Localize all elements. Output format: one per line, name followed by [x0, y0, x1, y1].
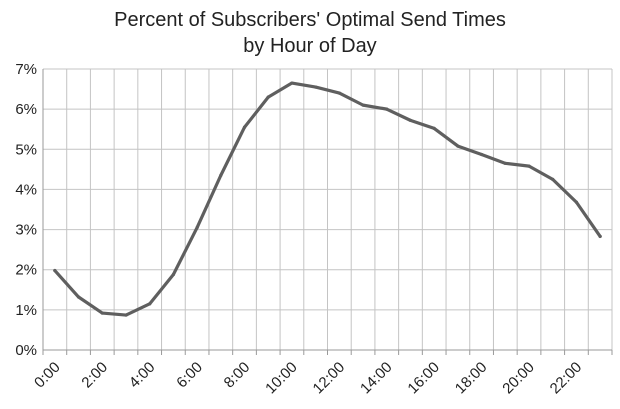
data-point [361, 103, 365, 107]
y-tick-label: 0% [15, 342, 37, 359]
x-tick-label: 10:00 [262, 359, 301, 398]
y-tick-label: 1% [15, 302, 37, 319]
chart-title-line-1: Percent of Subscribers' Optimal Send Tim… [114, 9, 506, 31]
x-tick-label: 20:00 [499, 359, 538, 398]
chart-title-line-2: by Hour of Day [243, 35, 376, 57]
data-point [503, 161, 507, 165]
y-tick-label: 6% [15, 101, 37, 118]
data-point [527, 164, 531, 168]
data-point [385, 107, 389, 111]
series-layer [53, 81, 602, 317]
x-tick-label: 16:00 [404, 359, 443, 398]
data-point [266, 95, 270, 99]
data-point [100, 311, 104, 315]
x-tick-label: 18:00 [452, 359, 491, 398]
y-tick-labels: 0% 1% 2% 3% 4% 5% 6% 7% [15, 61, 37, 359]
x-tick-label: 12:00 [310, 359, 349, 398]
data-point [456, 144, 460, 148]
grid-lines [43, 68, 613, 350]
x-tick-label: 6:00 [173, 359, 206, 392]
x-tick-label: 0:00 [31, 359, 64, 392]
data-point [598, 234, 602, 238]
data-point [171, 272, 175, 277]
x-tick-label: 8:00 [221, 359, 254, 392]
data-point [574, 200, 579, 204]
y-tick-label: 4% [15, 181, 37, 198]
data-point [124, 313, 128, 317]
data-point [551, 177, 555, 181]
data-point [53, 268, 57, 273]
x-tick-label: 14:00 [357, 359, 396, 398]
data-point [290, 81, 294, 85]
data-point [337, 91, 341, 95]
y-tick-label: 7% [15, 61, 37, 78]
y-tick-label: 2% [15, 262, 37, 279]
data-point [195, 225, 199, 230]
y-tick-label: 3% [15, 222, 37, 239]
x-tick-label: 2:00 [78, 359, 111, 392]
data-point [219, 173, 223, 177]
x-tick-label: 4:00 [126, 359, 159, 392]
data-point [408, 118, 413, 122]
x-tick-labels: 0:00 2:00 4:00 6:00 8:00 10:00 12:00 14:00 16:00… [31, 359, 585, 398]
data-point [76, 295, 81, 299]
data-point [480, 152, 484, 157]
y-tick-label: 5% [15, 141, 37, 158]
series-line [53, 81, 602, 317]
data-point [242, 125, 247, 129]
data-point [432, 126, 436, 131]
data-point [148, 302, 152, 306]
x-tick-label: 22:00 [547, 359, 586, 398]
data-point [314, 85, 318, 89]
axes [42, 69, 613, 355]
